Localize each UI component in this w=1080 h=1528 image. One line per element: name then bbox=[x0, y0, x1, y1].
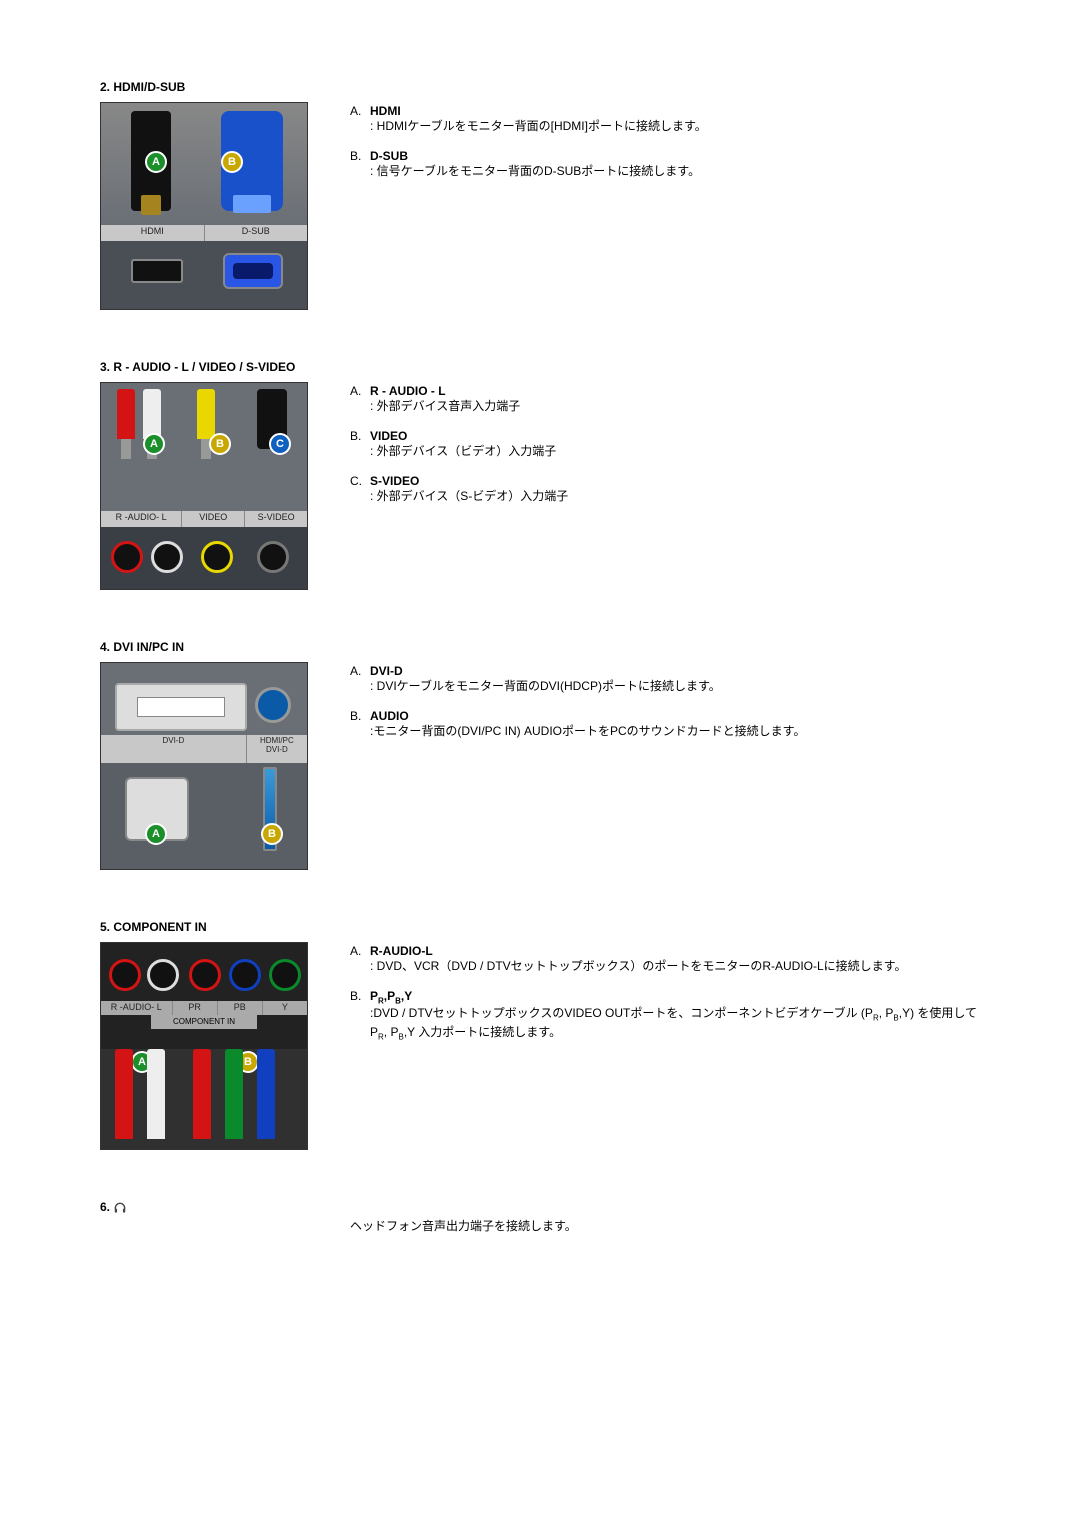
port-label: VIDEO bbox=[182, 511, 245, 527]
item-letter: A. bbox=[350, 104, 370, 118]
section-headphone: 6. ヘッドフォン音声出力端子を接続します。 bbox=[100, 1200, 980, 1235]
description-column: A. DVI-D : DVIケーブルをモニター背面のDVI(HDCP)ポートに接… bbox=[340, 640, 980, 754]
list-item: B. VIDEO : 外部デバイス（ビデオ）入力端子 bbox=[350, 429, 980, 460]
item-description: :モニター背面の(DVI/PC IN) AUDIOポートをPCのサウンドカードと… bbox=[370, 723, 980, 740]
item-description: : 信号ケーブルをモニター背面のD-SUBポートに接続します。 bbox=[370, 163, 980, 180]
left-column: 4. DVI IN/PC IN DVI-D HDMI/PCDVI-D PC IN… bbox=[100, 640, 340, 870]
item-label: R-AUDIO-L bbox=[370, 944, 980, 958]
port-label: Y bbox=[263, 1001, 307, 1015]
marker-b-icon: B bbox=[261, 823, 283, 845]
headphone-icon bbox=[113, 1201, 127, 1215]
port-label: PB bbox=[218, 1001, 263, 1015]
section-dvi-pc: 4. DVI IN/PC IN DVI-D HDMI/PCDVI-D PC IN… bbox=[100, 640, 980, 870]
item-label: PR,PB,Y bbox=[370, 989, 980, 1005]
item-description: : DVD、VCR（DVD / DTVセットトップボックス）のポートをモニターの… bbox=[370, 958, 980, 975]
item-label: DVI-D bbox=[370, 664, 980, 678]
left-column: 5. COMPONENT IN R -AUDIO- L PR PB Y COMP… bbox=[100, 920, 340, 1150]
marker-a-icon: A bbox=[143, 433, 165, 455]
item-label: AUDIO bbox=[370, 709, 980, 723]
item-description: : DVIケーブルをモニター背面のDVI(HDCP)ポートに接続します。 bbox=[370, 678, 980, 695]
item-description: : HDMIケーブルをモニター背面の[HDMI]ポートに接続します。 bbox=[370, 118, 980, 135]
component-strip-label: COMPONENT IN bbox=[151, 1015, 257, 1029]
description-column: A. R - AUDIO - L : 外部デバイス音声入力端子 B. VIDEO… bbox=[340, 360, 980, 518]
marker-b-icon: B bbox=[209, 433, 231, 455]
item-letter: B. bbox=[350, 149, 370, 163]
item-label: S-VIDEO bbox=[370, 474, 980, 488]
list-item: A. DVI-D : DVIケーブルをモニター背面のDVI(HDCP)ポートに接… bbox=[350, 664, 980, 695]
list-item: B. AUDIO :モニター背面の(DVI/PC IN) AUDIOポートをPC… bbox=[350, 709, 980, 740]
marker-c-icon: C bbox=[269, 433, 291, 455]
connector-thumbnail: A B C R -AUDIO- L VIDEO S-VIDEO bbox=[100, 382, 308, 590]
section-component: 5. COMPONENT IN R -AUDIO- L PR PB Y COMP… bbox=[100, 920, 980, 1150]
section-title: 3. R - AUDIO - L / VIDEO / S-VIDEO bbox=[100, 360, 340, 374]
item-letter: A. bbox=[350, 384, 370, 398]
connector-thumbnail: A B HDMI D-SUB bbox=[100, 102, 308, 310]
item-label: HDMI bbox=[370, 104, 980, 118]
item-letter: B. bbox=[350, 709, 370, 723]
port-label: HDMI bbox=[101, 225, 205, 241]
port-label: DVI-D bbox=[101, 735, 247, 763]
item-label: D-SUB bbox=[370, 149, 980, 163]
section-title: 2. HDMI/D-SUB bbox=[100, 80, 340, 94]
port-label: R -AUDIO- L bbox=[101, 1001, 173, 1015]
section-title: 6. bbox=[100, 1200, 340, 1215]
description-column: A. R-AUDIO-L : DVD、VCR（DVD / DTVセットトップボッ… bbox=[340, 920, 980, 1056]
item-letter: A. bbox=[350, 944, 370, 958]
marker-a-icon: A bbox=[145, 823, 167, 845]
list-item: B. D-SUB : 信号ケーブルをモニター背面のD-SUBポートに接続します。 bbox=[350, 149, 980, 180]
item-letter: B. bbox=[350, 989, 370, 1003]
port-label: S-VIDEO bbox=[245, 511, 307, 527]
port-label: D-SUB bbox=[205, 225, 308, 241]
port-label: PR bbox=[173, 1001, 218, 1015]
marker-a-icon: A bbox=[145, 151, 167, 173]
description-column: A. HDMI : HDMIケーブルをモニター背面の[HDMI]ポートに接続しま… bbox=[340, 80, 980, 194]
list-item: C. S-VIDEO : 外部デバイス（S-ビデオ）入力端子 bbox=[350, 474, 980, 505]
port-label: R -AUDIO- L bbox=[101, 511, 182, 527]
list-item: A. R - AUDIO - L : 外部デバイス音声入力端子 bbox=[350, 384, 980, 415]
item-description: : 外部デバイス（S-ビデオ）入力端子 bbox=[370, 488, 980, 505]
item-letter: C. bbox=[350, 474, 370, 488]
left-column: 6. bbox=[100, 1200, 340, 1223]
left-column: 3. R - AUDIO - L / VIDEO / S-VIDEO A B C… bbox=[100, 360, 340, 590]
item-label: VIDEO bbox=[370, 429, 980, 443]
list-item: A. R-AUDIO-L : DVD、VCR（DVD / DTVセットトップボッ… bbox=[350, 944, 980, 975]
section-hdmi-dsub: 2. HDMI/D-SUB A B HDMI D-SUB A. HDMI : H… bbox=[100, 80, 980, 310]
marker-b-icon: B bbox=[221, 151, 243, 173]
connector-thumbnail: DVI-D HDMI/PCDVI-D PC IN Audio in A B bbox=[100, 662, 308, 870]
port-label: HDMI/PCDVI-D bbox=[247, 735, 307, 763]
item-description: :DVD / DTVセットトップボックスのVIDEO OUTポートを、コンポーネ… bbox=[370, 1005, 980, 1042]
item-description: : 外部デバイス（ビデオ）入力端子 bbox=[370, 443, 980, 460]
section-title: 4. DVI IN/PC IN bbox=[100, 640, 340, 654]
item-description: ヘッドフォン音声出力端子を接続します。 bbox=[350, 1218, 980, 1235]
description-column: ヘッドフォン音声出力端子を接続します。 bbox=[340, 1200, 980, 1235]
item-description: : 外部デバイス音声入力端子 bbox=[370, 398, 980, 415]
item-letter: B. bbox=[350, 429, 370, 443]
item-label: R - AUDIO - L bbox=[370, 384, 980, 398]
section-title: 5. COMPONENT IN bbox=[100, 920, 340, 934]
item-letter: A. bbox=[350, 664, 370, 678]
list-item: A. HDMI : HDMIケーブルをモニター背面の[HDMI]ポートに接続しま… bbox=[350, 104, 980, 135]
left-column: 2. HDMI/D-SUB A B HDMI D-SUB bbox=[100, 80, 340, 310]
section-audio-video: 3. R - AUDIO - L / VIDEO / S-VIDEO A B C… bbox=[100, 360, 980, 590]
list-item: B. PR,PB,Y :DVD / DTVセットトップボックスのVIDEO OU… bbox=[350, 989, 980, 1043]
connector-thumbnail: R -AUDIO- L PR PB Y COMPONENT IN A B bbox=[100, 942, 308, 1150]
